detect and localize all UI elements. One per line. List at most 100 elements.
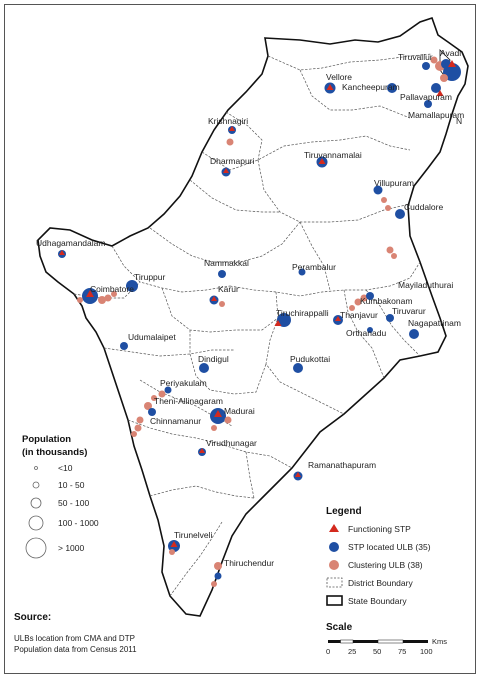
place-label: Tiruchirappalli xyxy=(276,308,329,318)
place-label: Udumalaipet xyxy=(128,332,176,342)
place-label: Villupuram xyxy=(374,178,414,188)
cluster-marker xyxy=(349,305,355,311)
place-label: Ramanathapuram xyxy=(308,460,376,470)
place-label: Perambalur xyxy=(292,262,336,272)
cluster-marker xyxy=(354,298,362,306)
place-label: Tiruvarur xyxy=(392,306,426,316)
functioning-stp-marker xyxy=(86,290,94,297)
place-label: Thanjavur xyxy=(340,310,378,320)
functioning-stp-marker xyxy=(170,541,178,547)
place-labels: Tiruvallur Avadi Vellore Kancheepuram Pa… xyxy=(36,48,464,568)
functioning-stp-marker xyxy=(199,448,205,453)
state-boundary-legend-icon xyxy=(326,595,343,606)
stp-marker-perambalur xyxy=(298,268,306,276)
cluster-marker xyxy=(144,402,152,410)
stp-marker-avadi xyxy=(441,59,451,69)
scale-tick: 75 xyxy=(398,647,406,656)
pop-class-label: 100 - 1000 xyxy=(58,518,99,528)
pop-class-label: <10 xyxy=(58,463,73,473)
pop-circle xyxy=(32,481,40,489)
place-label: Cuddalore xyxy=(404,202,443,212)
legend-label: State Boundary xyxy=(348,596,407,606)
pop-class-label: 50 - 100 xyxy=(58,498,89,508)
legend-label: Functioning STP xyxy=(348,524,411,534)
place-label: Tirunelveli xyxy=(174,530,213,540)
place-label: Dharmapuri xyxy=(210,156,255,166)
stp-ulb-legend-icon xyxy=(329,542,339,552)
place-label: Tiruppur xyxy=(134,272,166,282)
place-label: Udhagamandalam xyxy=(36,238,105,248)
scale-unit: Kms xyxy=(432,637,447,646)
functioning-stp-marker xyxy=(448,60,456,67)
functioning-stp-marker xyxy=(214,410,222,417)
population-subtitle: (in thousands) xyxy=(22,447,87,458)
pop-circle xyxy=(28,515,44,531)
place-label: Pallavapuram xyxy=(400,92,452,102)
cluster-marker xyxy=(224,416,232,424)
cluster-marker xyxy=(386,246,394,254)
cluster-marker xyxy=(381,197,387,203)
scale-title: Scale xyxy=(326,622,353,633)
place-label: Karur xyxy=(218,284,239,294)
source-line: ULBs location from CMA and DTP xyxy=(14,634,135,643)
place-label: Nagapattinam xyxy=(408,318,461,328)
cluster-marker xyxy=(134,424,142,432)
functioning-stp-marker xyxy=(59,250,65,255)
north-label: N xyxy=(456,116,462,126)
place-label: Nammakkal xyxy=(204,258,249,268)
stp-marker-kancheepuram xyxy=(387,83,397,93)
scale-tick: 25 xyxy=(348,647,356,656)
place-label: Tiruvallur xyxy=(398,52,433,62)
stp-marker-villupuram xyxy=(373,185,383,195)
legend-label: STP located ULB (35) xyxy=(348,542,431,552)
pop-circle xyxy=(34,466,38,470)
cluster-marker xyxy=(360,294,368,302)
source-block: Source: ULBs location from CMA and DTP P… xyxy=(14,612,137,654)
settlement-markers xyxy=(58,56,461,587)
pop-circle xyxy=(25,537,47,559)
place-label: Chinnamanur xyxy=(150,416,201,426)
cluster-marker xyxy=(211,581,217,587)
legend-title: Legend xyxy=(326,506,362,517)
cluster-marker xyxy=(226,138,234,146)
functioning-stp-marker xyxy=(436,90,444,96)
legend-label: Clustering ULB (38) xyxy=(348,560,423,570)
stp-marker-periyakulam xyxy=(164,386,172,394)
functioning-stp-marker xyxy=(211,296,217,301)
place-label: Avadi xyxy=(440,48,461,58)
functioning-stp-marker xyxy=(274,320,282,326)
cluster-marker xyxy=(131,431,137,437)
place-label: Dindigul xyxy=(198,354,229,364)
scale-tick: 50 xyxy=(373,647,381,656)
functioning-stp-marker xyxy=(295,472,301,477)
place-label: Theni-Allinagaram xyxy=(154,396,223,406)
cluster-marker xyxy=(158,390,166,398)
place-label: Virudhunagar xyxy=(206,438,257,448)
place-label: Pudukottai xyxy=(290,354,330,364)
scale-tick: 0 xyxy=(326,647,330,656)
source-title: Source: xyxy=(14,612,51,623)
place-label: Mayiladuthurai xyxy=(398,280,453,290)
functioning-stp-marker xyxy=(223,168,229,173)
cluster-marker xyxy=(98,296,106,304)
place-label: Orthanadu xyxy=(346,328,386,338)
cluster-marker xyxy=(385,205,391,211)
stp-marker-theni xyxy=(148,408,156,416)
functioning-stp-marker xyxy=(326,84,334,90)
functioning-stp-markers xyxy=(59,60,456,547)
place-label: Mamallapuram xyxy=(408,110,464,120)
functioning-stp-marker xyxy=(318,158,326,164)
cluster-marker xyxy=(430,56,438,64)
stp-marker-nammakkal xyxy=(218,270,226,278)
cluster-marker xyxy=(211,425,217,431)
stp-marker-nagapattinam xyxy=(409,329,419,339)
cluster-ulb-legend-icon xyxy=(329,560,339,570)
place-label: Periyakulam xyxy=(160,378,207,388)
cluster-marker xyxy=(169,549,175,555)
place-label: Madurai xyxy=(224,406,255,416)
cluster-marker xyxy=(104,294,112,302)
cluster-marker xyxy=(214,562,222,570)
stp-marker-cuddalore xyxy=(395,209,405,219)
cluster-marker xyxy=(136,416,144,424)
stp-marker-thiruchendur xyxy=(214,572,222,580)
